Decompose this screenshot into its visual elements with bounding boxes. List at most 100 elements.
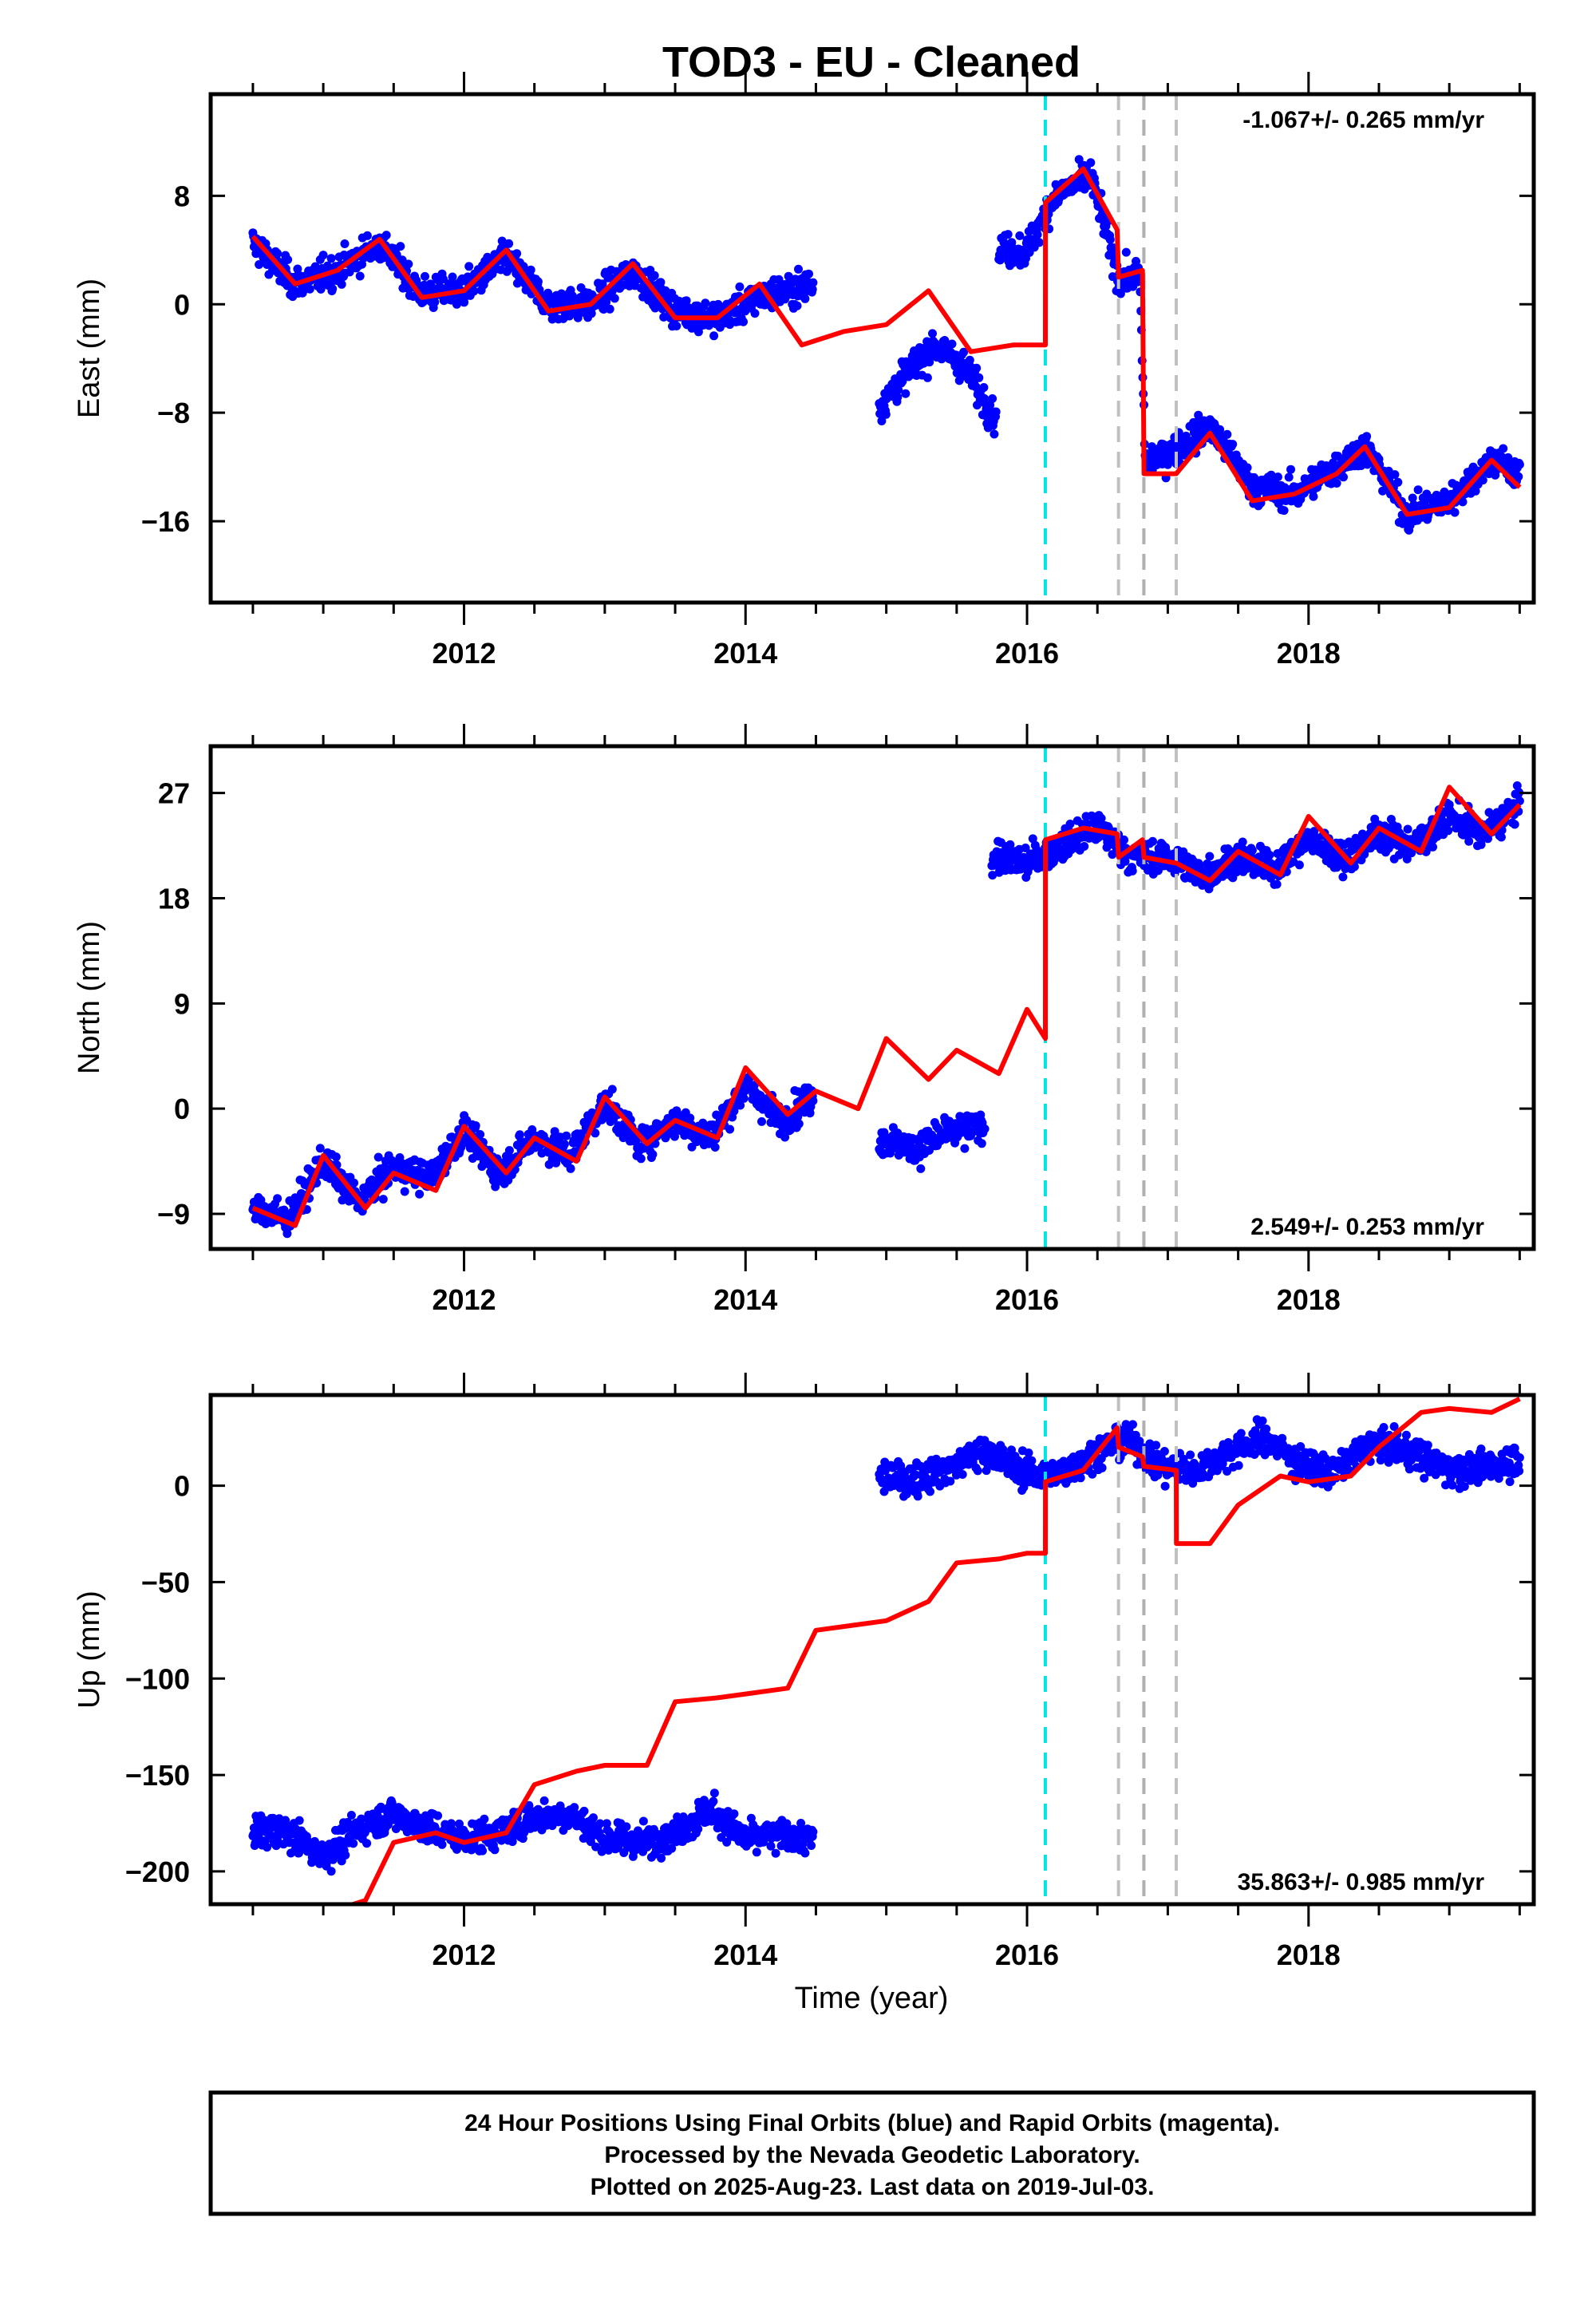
up-observation-point xyxy=(346,1811,356,1820)
north-observations xyxy=(248,781,1524,1239)
north-observation-point xyxy=(350,1178,358,1188)
east-observation-point xyxy=(735,282,745,291)
east-observation-point xyxy=(362,231,372,240)
north-observation-point xyxy=(1428,842,1437,852)
up-observation-point xyxy=(709,1788,719,1798)
east-observation-point xyxy=(750,309,760,318)
north-model-line xyxy=(251,785,1522,1228)
east-observation-point xyxy=(1286,464,1295,474)
north-observation-point xyxy=(279,1205,289,1215)
north-observation-point xyxy=(925,1145,934,1155)
east-observation-point xyxy=(650,271,659,280)
up-observation-point xyxy=(263,1843,272,1852)
east-observation-point xyxy=(1478,476,1487,485)
north-observation-point xyxy=(977,1139,986,1148)
north-observation-point xyxy=(607,1085,617,1094)
north-observation-point xyxy=(1510,820,1519,829)
north-y-tick-label: −9 xyxy=(157,1198,190,1231)
up-observation-point xyxy=(752,1848,761,1857)
north-observation-point xyxy=(685,1113,695,1123)
east-observation-point xyxy=(990,429,999,439)
east-x-tick-label: 2018 xyxy=(1277,637,1341,670)
east-observation-point xyxy=(1242,463,1252,472)
east-observation-point xyxy=(922,373,932,382)
east-observation-point xyxy=(421,271,429,281)
north-observation-point xyxy=(988,871,998,880)
north-y-tick-label: 0 xyxy=(174,1093,190,1125)
north-observation-point xyxy=(1065,820,1075,828)
east-observation-point xyxy=(794,264,803,274)
east-observation-point xyxy=(947,339,957,349)
east-observation-point xyxy=(567,291,577,301)
up-observation-point xyxy=(657,1853,666,1863)
east-observation-point xyxy=(504,239,514,248)
east-observation-point xyxy=(1309,492,1318,501)
east-observation-point xyxy=(326,254,336,263)
up-observation-point xyxy=(798,1840,808,1849)
north-observation-point xyxy=(1005,840,1015,849)
east-observation-point xyxy=(974,373,984,382)
up-observation-point xyxy=(800,1848,810,1858)
east-observation-point xyxy=(610,294,619,303)
east-observation-point xyxy=(1034,238,1044,247)
up-observation-point xyxy=(589,1813,598,1823)
east-y-tick-label: −16 xyxy=(141,505,190,538)
up-observation-point xyxy=(467,1845,476,1855)
up-observation-point xyxy=(480,1814,489,1824)
north-observation-point xyxy=(1403,824,1412,834)
chart-title: TOD3 - EU - Cleaned xyxy=(662,38,1080,86)
east-observation-point xyxy=(659,312,669,322)
east-observation-point xyxy=(605,304,614,314)
north-observation-point xyxy=(1444,826,1453,836)
north-observation-point xyxy=(916,1164,926,1173)
east-model-line xyxy=(251,166,1522,517)
up-observation-point xyxy=(294,1816,304,1825)
east-observation-point xyxy=(928,329,937,338)
east-observation-point xyxy=(991,407,1001,417)
up-observation-point xyxy=(622,1822,631,1832)
east-observation-point xyxy=(404,259,413,269)
east-observation-point xyxy=(1362,432,1372,441)
north-observation-point xyxy=(780,1132,790,1142)
up-observation-point xyxy=(433,1811,443,1820)
north-observation-point xyxy=(415,1189,425,1199)
east-observation-point xyxy=(1503,453,1513,462)
east-y-tick-label: 0 xyxy=(174,288,190,321)
up-observation-point xyxy=(326,1867,336,1876)
north-observation-point xyxy=(805,1109,815,1118)
north-observation-point xyxy=(1496,832,1506,842)
north-y-tick-label: 27 xyxy=(158,777,190,810)
north-observation-point xyxy=(1080,842,1089,851)
east-observation-point xyxy=(988,394,998,403)
north-observation-point xyxy=(515,1130,524,1140)
east-observation-point xyxy=(1105,235,1115,244)
north-observation-point xyxy=(1515,796,1524,806)
north-observation-point xyxy=(794,1119,804,1128)
north-observation-point xyxy=(1205,852,1215,861)
up-observation-point xyxy=(349,1839,358,1848)
north-observation-point xyxy=(636,1154,646,1164)
north-observation-point xyxy=(1247,846,1257,855)
east-observation-point xyxy=(469,287,479,296)
east-observation-point xyxy=(898,377,907,386)
east-plot-area xyxy=(248,94,1524,603)
east-observation-point xyxy=(293,264,302,274)
east-observation-point xyxy=(972,363,982,373)
north-observation-point xyxy=(1238,837,1247,847)
up-observation-point xyxy=(673,1812,682,1821)
north-observation-point xyxy=(1148,836,1157,846)
east-observation-point xyxy=(979,383,989,392)
east-observation-point xyxy=(1515,460,1524,469)
up-observation-point xyxy=(709,1796,718,1806)
north-observation-point xyxy=(725,1124,735,1134)
east-observation-point xyxy=(1471,486,1480,496)
east-observation-point xyxy=(1408,493,1417,503)
north-observation-point xyxy=(378,1195,388,1204)
east-observation-point xyxy=(464,262,474,271)
north-observation-point xyxy=(395,1153,405,1162)
up-observation-point xyxy=(729,1809,739,1819)
up-observation-point xyxy=(667,1844,677,1853)
east-observation-point xyxy=(1086,158,1096,168)
